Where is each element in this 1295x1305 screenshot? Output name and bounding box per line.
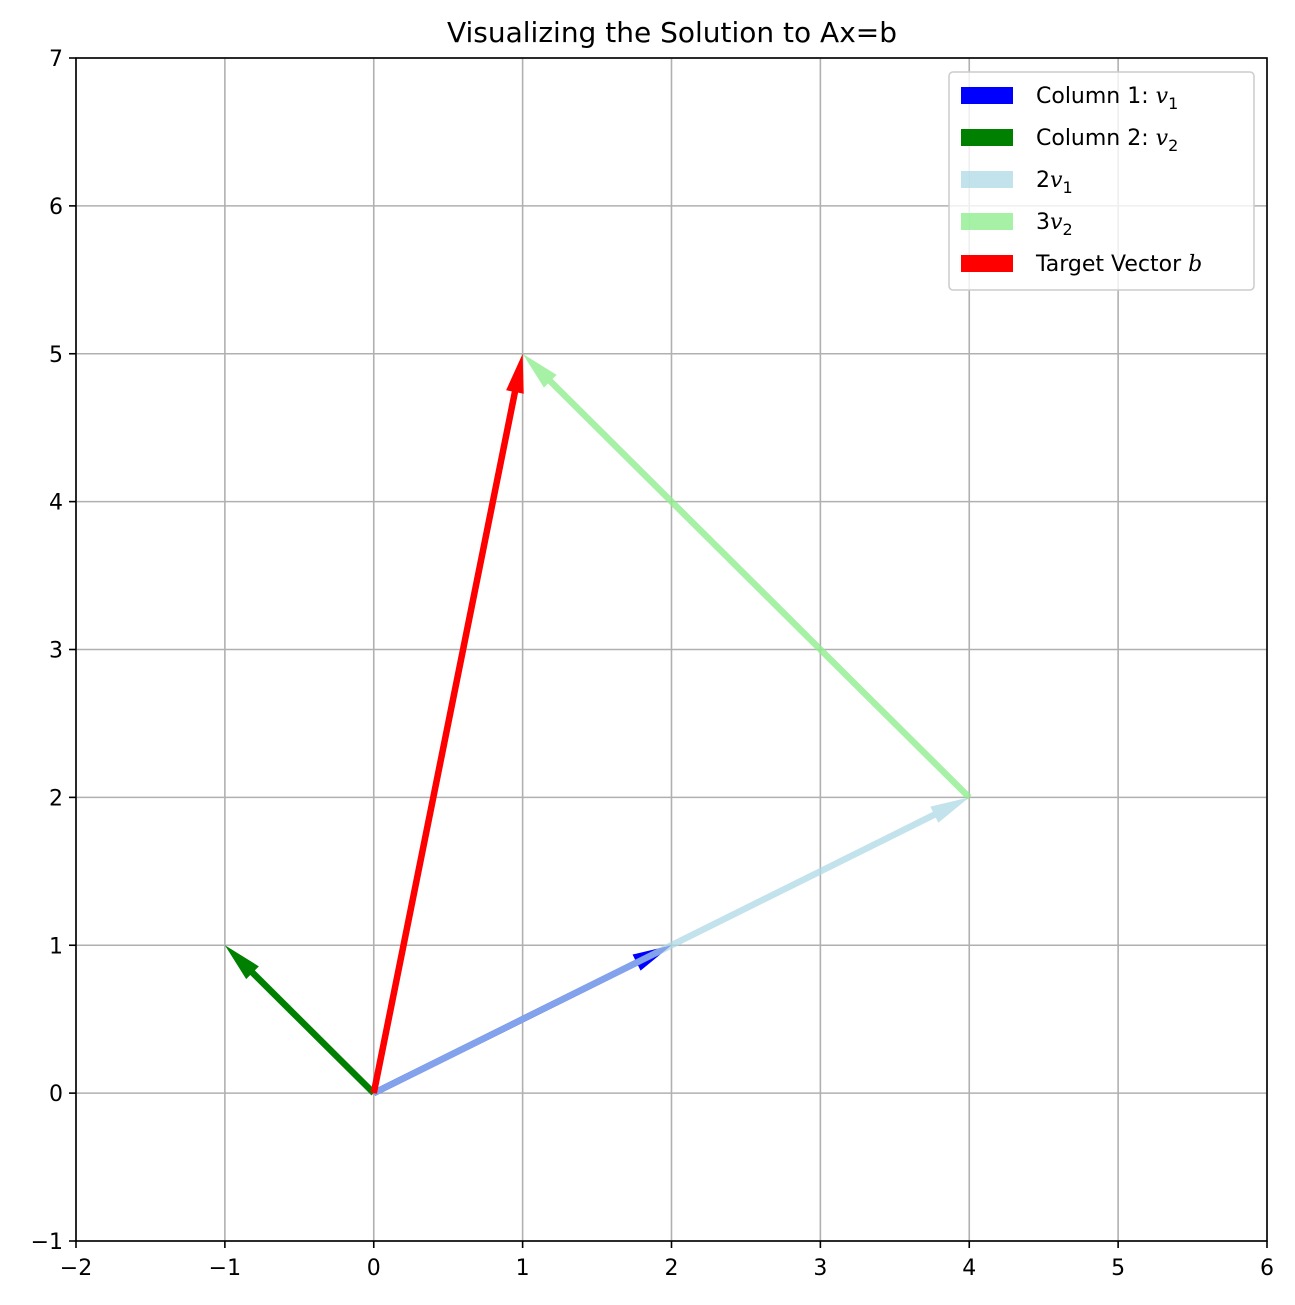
vector-column-2-v2 [224,945,377,1096]
legend-swatch [961,171,1013,188]
plot-frame [75,57,1268,1242]
x-tick-label: −2 [60,1256,92,1281]
legend-label-subscript: 1 [1062,178,1072,197]
legend-label-subscript: 2 [1062,220,1072,239]
vector-2v1 [372,797,970,1097]
y-tick-label: −1 [31,1230,63,1255]
y-axis-ticks: −1 0 1 2 3 4 5 6 7 [31,47,76,1255]
legend-label-subscript: 2 [1168,136,1178,155]
x-tick-label: 5 [1111,1256,1125,1281]
x-tick-label: 6 [1260,1256,1274,1281]
legend-label-symbol: v [1050,210,1063,235]
legend-label-text: 3 [1036,210,1050,235]
chart-title: Visualizing the Solution to Ax=b [447,16,897,49]
vector-arrows [224,353,972,1097]
y-tick-label: 4 [49,491,63,516]
legend-label-text: 2 [1036,168,1050,193]
y-tick-label: 0 [49,1082,63,1107]
y-tick-label: 3 [49,639,63,664]
y-tick-label: 2 [49,786,63,811]
legend-swatch [961,213,1013,230]
vector-target-vector-b [370,353,524,1094]
legend-label-symbol: v [1156,126,1169,151]
vector-3v2 [522,353,972,800]
legend-label-symbol: v [1156,84,1169,109]
y-tick-label: 7 [49,47,63,72]
legend-label: 2v1 [1036,168,1073,197]
legend-label: Column 1: v1 [1036,84,1178,113]
legend-label-symbol: v [1050,168,1063,193]
y-tick-label: 1 [49,934,63,959]
x-tick-label: 1 [516,1256,530,1281]
x-tick-label: 3 [813,1256,827,1281]
legend-label: Column 2: v2 [1036,126,1178,155]
legend-swatch [961,255,1013,272]
legend-box [948,71,1255,291]
legend-label-text: Target Vector [1035,252,1188,277]
legend-swatch [961,87,1013,104]
legend-swatch [961,129,1013,146]
x-tick-label: 4 [962,1256,976,1281]
x-axis-ticks: −2 −1 0 1 2 3 4 5 6 [60,1241,1274,1281]
x-tick-label: −1 [209,1256,241,1281]
y-tick-label: 6 [49,195,63,220]
x-tick-label: 0 [367,1256,381,1281]
legend-label-symbol: b [1188,252,1202,277]
legend-label: Target Vector b [1035,252,1202,277]
legend-label-text: Column 1: [1036,84,1156,109]
legend-label: 3v2 [1036,210,1073,239]
legend-label-subscript: 1 [1168,94,1178,113]
y-tick-label: 5 [49,343,63,368]
x-tick-label: 2 [665,1256,679,1281]
legend-label-text: Column 2: [1036,126,1156,151]
